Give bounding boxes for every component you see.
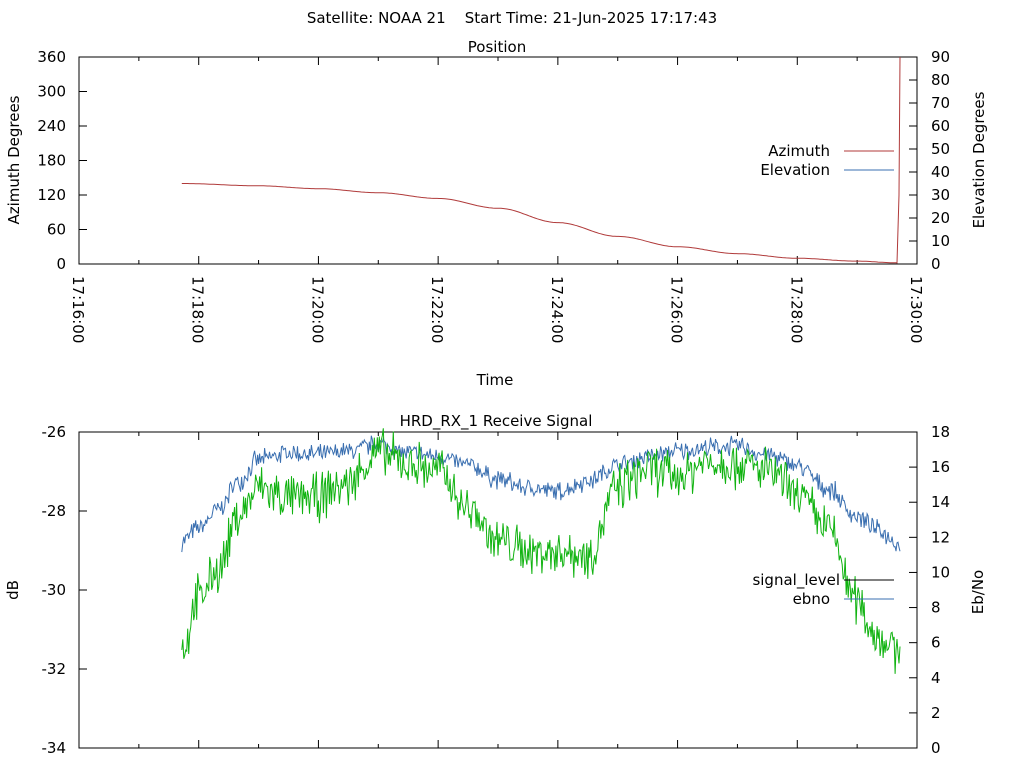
y-tick-label: 300: [37, 83, 66, 101]
series-line-ebno: [181, 435, 901, 553]
legend-label-signal-level: signal_level: [752, 571, 840, 590]
y2-tick-label: 60: [931, 117, 950, 135]
y-tick-label: -26: [42, 423, 67, 441]
position-xlabel: Time: [476, 371, 514, 389]
y-tick-label: -28: [42, 502, 67, 520]
position-legend: Azimuth Elevation: [760, 142, 894, 179]
x-tick-label: 17:18:00: [189, 276, 207, 343]
signal-axes: -26 -28 -30 -32 -34 0 2 4 6 8 10 12 14 16 18: [42, 423, 951, 757]
legend-label-ebno: ebno: [793, 590, 830, 608]
y-tick-label: 120: [37, 186, 66, 204]
y-tick-label: 180: [37, 152, 66, 170]
series-line-Azimuth: [181, 56, 901, 264]
y-tick-label: 240: [37, 117, 66, 135]
position-ylabel: Azimuth Degrees: [5, 95, 23, 224]
x-tick-label: 17:24:00: [548, 276, 566, 343]
series-line-trace: [181, 428, 901, 674]
position-y2label: Elevation Degrees: [970, 91, 988, 228]
y2-tick-label: 50: [931, 140, 950, 158]
y2-tick-label: 20: [931, 209, 950, 227]
y2-tick-label: 90: [931, 48, 950, 66]
position-series: [181, 56, 901, 264]
x-tick-label: 17:22:00: [428, 276, 446, 343]
y2-tick-label: 0: [931, 739, 941, 757]
signal-panel: HRD_RX_1 Receive Signal -26 -28 -30 -32 -34 0…: [4, 412, 987, 757]
y-tick-label: -32: [42, 660, 67, 678]
y2-tick-label: 10: [931, 563, 950, 581]
legend-label-elevation: Elevation: [760, 161, 830, 179]
y2-tick-label: 14: [931, 493, 950, 511]
signal-series: [181, 428, 901, 674]
y2-tick-label: 8: [931, 599, 941, 617]
position-axes: 17:16:00 17:18:00 17:20:00 17:22:00 17:24:00…: [37, 48, 950, 343]
y2-tick-label: 70: [931, 94, 950, 112]
y2-tick-label: 4: [931, 669, 941, 687]
y-tick-label: -34: [42, 739, 67, 757]
position-title: Position: [468, 38, 526, 56]
y2-tick-label: 6: [931, 634, 941, 652]
signal-y2label: Eb/No: [969, 570, 987, 614]
signal-legend: signal_level ebno: [752, 571, 894, 608]
y2-tick-label: 18: [931, 423, 950, 441]
x-tick-label: 17:30:00: [907, 276, 925, 343]
y2-tick-label: 10: [931, 232, 950, 250]
y2-tick-label: 12: [931, 528, 950, 546]
signal-ylabel: dB: [4, 580, 22, 600]
x-tick-label: 17:20:00: [308, 276, 326, 343]
y2-tick-label: 40: [931, 163, 950, 181]
legend-label-azimuth: Azimuth: [768, 142, 830, 160]
y2-tick-label: 2: [931, 704, 941, 722]
position-panel: Position 17:16:00 17:18:00 17:20:00 17:22:0…: [5, 38, 988, 389]
y-tick-label: 360: [37, 48, 66, 66]
y-tick-label: -30: [42, 581, 67, 599]
y-tick-label: 60: [47, 221, 66, 239]
y2-tick-label: 0: [931, 255, 941, 273]
x-tick-label: 17:28:00: [787, 276, 805, 343]
y2-tick-label: 30: [931, 186, 950, 204]
y2-tick-label: 16: [931, 458, 950, 476]
signal-title: HRD_RX_1 Receive Signal: [400, 412, 593, 431]
x-tick-label: 17:16:00: [69, 276, 87, 343]
y-tick-label: 0: [56, 255, 66, 273]
x-tick-label: 17:26:00: [668, 276, 686, 343]
y2-tick-label: 80: [931, 71, 950, 89]
chart-header-title: Satellite: NOAA 21 Start Time: 21-Jun-20…: [307, 9, 717, 27]
